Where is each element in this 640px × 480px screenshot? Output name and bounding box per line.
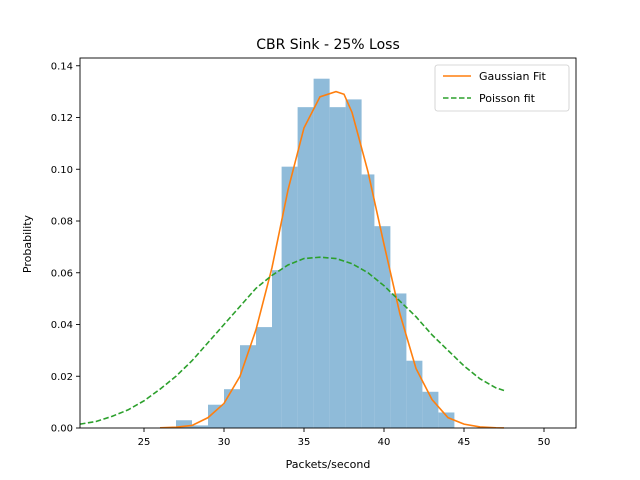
histogram-bar-4 xyxy=(240,345,256,428)
histogram-bar-14 xyxy=(390,293,407,428)
y-tick-label-0: 0.00 xyxy=(51,424,73,435)
x-tick-label-0: 25 xyxy=(138,437,151,448)
x-tick-label-2: 35 xyxy=(298,437,311,448)
y-tick-label-2: 0.04 xyxy=(51,320,73,331)
histogram-bar-3 xyxy=(224,389,240,428)
y-tick-label-4: 0.08 xyxy=(51,217,73,228)
histogram-bar-6 xyxy=(272,270,282,428)
x-axis-label: Packets/second xyxy=(286,458,371,471)
y-tick-label-6: 0.12 xyxy=(51,113,73,124)
y-tick-label-1: 0.02 xyxy=(51,372,73,383)
histogram-bar-2 xyxy=(208,404,224,428)
legend-label-1: Poisson fit xyxy=(479,92,536,105)
histogram-bar-8 xyxy=(297,107,314,429)
histogram-bar-11 xyxy=(345,99,362,429)
chart-title: CBR Sink - 25% Loss xyxy=(256,37,400,53)
x-tick-label-4: 45 xyxy=(458,437,471,448)
histogram-bar-12 xyxy=(361,174,375,428)
poisson-fit-line xyxy=(79,256,505,425)
histogram-bars xyxy=(176,78,455,429)
y-tick-label-3: 0.06 xyxy=(51,268,73,279)
histogram-bar-10 xyxy=(329,107,346,429)
histogram-bar-17 xyxy=(438,412,455,428)
gaussian-fit-line xyxy=(159,90,505,429)
legend-label-0: Gaussian Fit xyxy=(479,70,547,83)
histogram-bar-13 xyxy=(374,226,391,428)
legend: Gaussian Fit Poisson fit xyxy=(434,64,570,112)
x-tick-label-5: 50 xyxy=(538,437,551,448)
histogram-bar-1 xyxy=(192,425,208,428)
histogram-bar-9 xyxy=(313,78,330,428)
histogram-bar-16 xyxy=(422,391,439,428)
y-tick-label-7: 0.14 xyxy=(51,61,73,72)
histogram-bar-15 xyxy=(406,360,423,428)
x-tick-label-3: 40 xyxy=(378,437,391,448)
plot-frame xyxy=(79,57,577,429)
x-tick-label-1: 30 xyxy=(218,437,231,448)
y-tick-label-5: 0.10 xyxy=(51,165,73,176)
histogram-bar-7 xyxy=(281,166,298,428)
histogram-bar-5 xyxy=(256,327,272,428)
fit-lines xyxy=(79,90,505,429)
y-axis-label: Probability xyxy=(21,214,34,273)
axes: 25 30 35 40 45 50 0.00 0.02 0.04 0.06 0.08 0.10 0.12… xyxy=(51,57,577,448)
histogram-bar-0 xyxy=(176,420,192,428)
